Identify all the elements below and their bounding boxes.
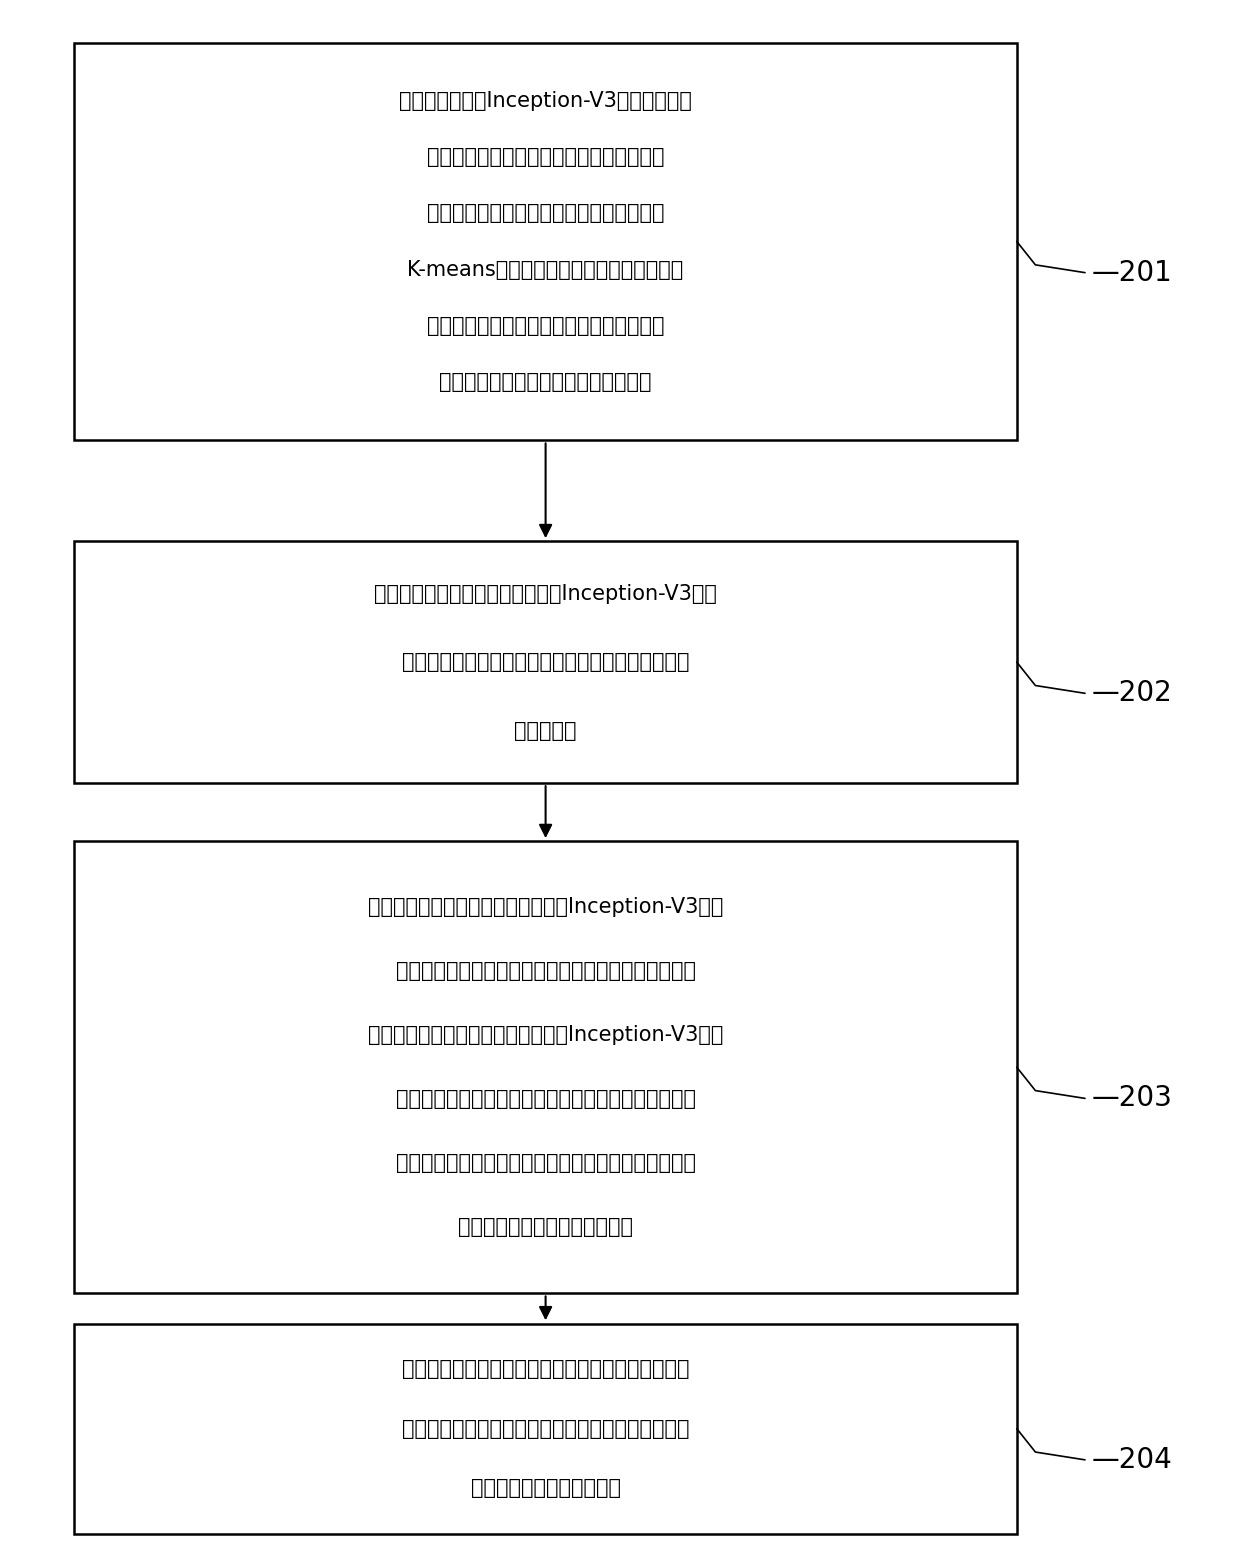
- Text: —201: —201: [1091, 259, 1172, 287]
- Text: —203: —203: [1091, 1084, 1172, 1112]
- Bar: [74, 1324, 1017, 1533]
- Text: 采用目标域数据集对所述跨领域图像分类模型进行分: 采用目标域数据集对所述跨领域图像分类模型进行分: [402, 1359, 689, 1379]
- Text: 进行训练并进行第一次微调，这里采用区分微调对源: 进行训练并进行第一次微调，这里采用区分微调对源: [402, 653, 689, 671]
- Text: —202: —202: [1091, 679, 1172, 707]
- Bar: [74, 841, 1017, 1293]
- Text: 采用预训练好的Inception-V3模型的卷积层: 采用预训练好的Inception-V3模型的卷积层: [399, 90, 692, 111]
- Text: 域进行微调: 域进行微调: [515, 720, 577, 740]
- Bar: [74, 542, 1017, 784]
- Text: 采用目标域数据集对第一次微调后的Inception-V3模型: 采用目标域数据集对第一次微调后的Inception-V3模型: [368, 897, 723, 918]
- Text: 行图像特征提取，并将图像的特征向量作为: 行图像特征提取，并将图像的特征向量作为: [427, 204, 665, 223]
- Text: 采用聚类后保留下来的源域数据对Inception-V3模型: 采用聚类后保留下来的源域数据对Inception-V3模型: [374, 584, 717, 605]
- Text: 有和目标域数据聚在一个簇的源域数据: 有和目标域数据聚在一个簇的源域数据: [439, 372, 652, 393]
- Text: 和源域数据集的数据进行聚类分析，删掉没: 和源域数据集的数据进行聚类分析，删掉没: [427, 316, 665, 337]
- Text: 对源域数据集和目标域数据集的数据分别进: 对源域数据集和目标域数据集的数据分别进: [427, 146, 665, 167]
- Text: K-means聚类算法的输入，对目标域数据集: K-means聚类算法的输入，对目标域数据集: [408, 260, 683, 279]
- Text: 个类别的概率实现图像分类: 个类别的概率实现图像分类: [471, 1479, 620, 1499]
- Text: —204: —204: [1091, 1446, 1172, 1474]
- Text: 像分类模型，使得所述跨领域图像分类模型包含更多的: 像分类模型，使得所述跨领域图像分类模型包含更多的: [396, 1153, 696, 1173]
- Text: 类器的微调，输出各个类别的概率，并将根据上述各: 类器的微调，输出各个类别的概率，并将根据上述各: [402, 1419, 689, 1438]
- Text: 对于源域数据集中数据的关注度，构成所需的跨领域图: 对于源域数据集中数据的关注度，构成所需的跨领域图: [396, 1089, 696, 1109]
- Bar: [74, 44, 1017, 441]
- Text: 进行训练并进行第二次微调，在此次微调的过程中加入: 进行训练并进行第二次微调，在此次微调的过程中加入: [396, 961, 696, 982]
- Text: 目标域数据集中的图像特征信息: 目标域数据集中的图像特征信息: [458, 1217, 634, 1237]
- Text: 了注意力机制，提高第二次微调后的Inception-V3模型: 了注意力机制，提高第二次微调后的Inception-V3模型: [368, 1025, 723, 1045]
